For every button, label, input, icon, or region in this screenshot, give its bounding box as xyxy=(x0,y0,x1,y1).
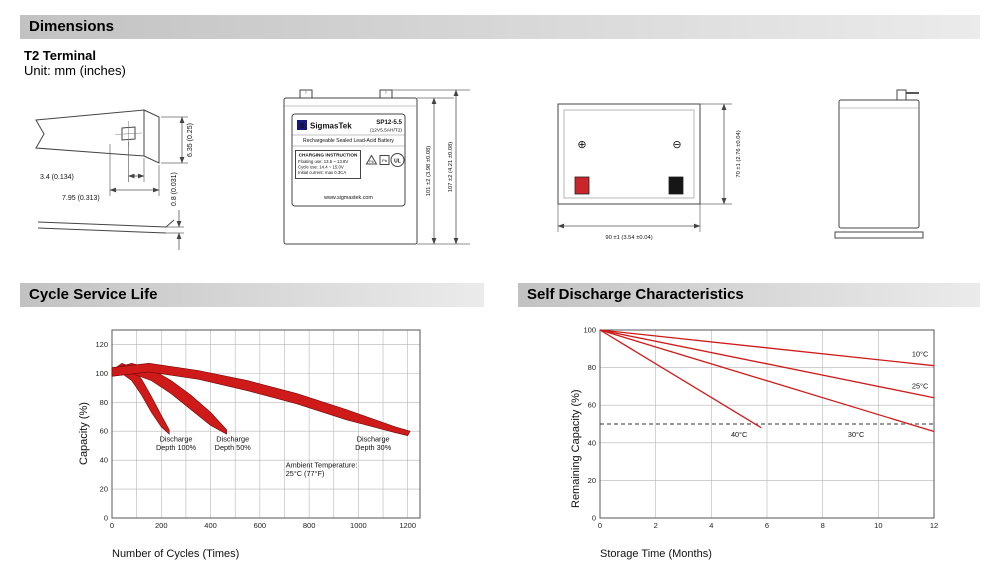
dim-blade-width: 6.35 (0.25) xyxy=(187,123,194,157)
svg-text:30°C: 30°C xyxy=(848,430,864,439)
dim-thickness: 0.8 (0.031) xyxy=(171,172,178,206)
negative-terminal-marker xyxy=(668,176,684,195)
website-text: www.sigmastek.com xyxy=(323,195,373,201)
side-base-flange xyxy=(834,231,924,239)
battery-side-view-drawing xyxy=(834,89,924,239)
charging-line-current: Initial current: max 0.3CA xyxy=(298,170,346,175)
battery-front-view-drawing: S SigmasTek SP12-5.5 (12V5.5AH/T2) Recha… xyxy=(283,89,470,245)
svg-text:600: 600 xyxy=(254,521,267,530)
cycle-service-life-chart: 0 200 400 600 800 1000 1200 0 20 40 60 80 100 120 Disc… xyxy=(95,329,421,530)
charging-line-float: Floating use: 13.5 ~ 13.8V xyxy=(298,159,348,164)
cycle-life-title: Cycle Service Life xyxy=(29,286,158,303)
svg-text:80: 80 xyxy=(100,398,108,407)
svg-text:0: 0 xyxy=(110,521,114,530)
battery-label: S SigmasTek SP12-5.5 (12V5.5AH/T2) Recha… xyxy=(291,113,406,207)
svg-text:6: 6 xyxy=(765,521,769,530)
svg-text:25°C: 25°C xyxy=(912,381,928,390)
svg-text:120: 120 xyxy=(95,340,108,349)
terminal-subheading: T2 Terminal Unit: mm (inches) xyxy=(24,48,126,78)
svg-text:0: 0 xyxy=(598,521,602,530)
pb-recycle-label: Pb xyxy=(369,160,373,164)
svg-text:60: 60 xyxy=(100,427,108,436)
self-discharge-chart: 0 2 4 6 8 10 12 0 20 40 60 80 100 10°C 25°C 30°C 40°C xyxy=(583,326,938,531)
svg-text:4: 4 xyxy=(709,521,713,530)
dim-length: 90 ±1 (3.54 ±0.04) xyxy=(605,235,652,241)
dimensions-section-header: Dimensions xyxy=(20,15,980,39)
front-view-dimension-lines: 101 ±2 (3.98 ±0.08) 107 ±2 (4.21 ±0.08) xyxy=(392,89,470,245)
svg-text:1200: 1200 xyxy=(399,521,416,530)
cycle-chart-xlabel: Number of Cycles (Times) xyxy=(112,548,240,560)
svg-text:100: 100 xyxy=(95,369,108,378)
brand-logo-letter: S xyxy=(300,123,305,130)
svg-text:40: 40 xyxy=(588,438,596,447)
charging-instruction-box xyxy=(295,150,361,179)
charging-line-cycle: Cycle use: 14.4 ~ 15.0V xyxy=(298,165,344,170)
cycle-life-section-header: Cycle Service Life xyxy=(20,283,484,307)
svg-text:100: 100 xyxy=(583,326,596,335)
battery-type-text: Rechargeable Sealed Lead-Acid Battery xyxy=(303,138,394,144)
pb-box-icon xyxy=(379,155,390,165)
pb-recycle-icon xyxy=(365,154,378,165)
svg-text:0: 0 xyxy=(104,514,108,523)
battery-case xyxy=(283,89,418,245)
svg-text:10°C: 10°C xyxy=(912,349,928,358)
model-number: SP12-5.5 xyxy=(376,119,402,126)
terminal-thickness-profile xyxy=(37,219,175,234)
discharge-chart-xlabel: Storage Time (Months) xyxy=(600,548,712,560)
dim-hole-offset: 3.4 (0.134) xyxy=(40,174,74,181)
svg-text:20: 20 xyxy=(588,476,596,485)
model-rating: (12V5.5AH/T2) xyxy=(370,128,402,134)
svg-text:Ambient Temperature:25°C (77°F: Ambient Temperature: 25°C (77°F) xyxy=(286,460,358,478)
svg-text:0: 0 xyxy=(592,514,596,523)
ul-mark-label: UL xyxy=(394,158,401,164)
brand-logo-icon xyxy=(297,120,307,130)
svg-text:12: 12 xyxy=(930,521,938,530)
terminal-detail-drawing: 6.35 (0.25) 3.4 (0.134) 7.95 (0.313) 0.8… xyxy=(35,109,194,250)
ul-mark-icon xyxy=(390,153,405,167)
svg-text:800: 800 xyxy=(303,521,316,530)
self-discharge-section-header: Self Discharge Characteristics xyxy=(518,283,980,307)
svg-text:40: 40 xyxy=(100,456,108,465)
top-view-case: ⊕ ⊖ xyxy=(557,103,701,205)
terminal-type-label: T2 Terminal xyxy=(24,48,97,63)
dim-case-height: 101 ±2 (3.98 ±0.08) xyxy=(426,146,432,197)
terminal-shape xyxy=(35,109,175,234)
svg-text:200: 200 xyxy=(155,521,168,530)
svg-text:20: 20 xyxy=(100,485,108,494)
svg-text:80: 80 xyxy=(588,363,596,372)
svg-text:1000: 1000 xyxy=(350,521,367,530)
negative-terminal-symbol: ⊖ xyxy=(672,139,681,151)
positive-terminal-symbol: ⊕ xyxy=(577,139,586,151)
battery-top-view-drawing: ⊕ ⊖ 70 ±1 (2.76 ±0.04) 90 ±1 (3.54 ±0.04… xyxy=(557,103,742,241)
dim-width: 70 ±1 (2.76 ±0.04) xyxy=(736,130,742,177)
side-view-case xyxy=(834,89,924,239)
unit-note: Unit: mm (inches) xyxy=(24,63,126,78)
dim-total-height: 107 ±2 (4.21 ±0.08) xyxy=(448,142,454,193)
pb-box-label: Pb xyxy=(382,158,388,163)
svg-text:10: 10 xyxy=(874,521,882,530)
brand-name: SigmasTek xyxy=(310,122,352,131)
svg-text:60: 60 xyxy=(588,401,596,410)
dim-blade-length: 7.95 (0.313) xyxy=(62,195,100,202)
self-discharge-title: Self Discharge Characteristics xyxy=(527,286,744,303)
svg-text:8: 8 xyxy=(821,521,825,530)
terminal-dimension-lines: 6.35 (0.25) 3.4 (0.134) 7.95 (0.313) 0.8… xyxy=(40,116,194,250)
svg-text:40°C: 40°C xyxy=(731,430,747,439)
positive-terminal-marker xyxy=(574,176,590,195)
svg-text:400: 400 xyxy=(204,521,217,530)
side-terminal-post xyxy=(896,89,907,101)
svg-text:2: 2 xyxy=(654,521,658,530)
dimensions-title: Dimensions xyxy=(29,18,115,35)
top-view-dimension-lines: 70 ±1 (2.76 ±0.04) 90 ±1 (3.54 ±0.04) xyxy=(557,103,742,241)
charging-instruction-title: CHARGING INSTRUCTION xyxy=(299,153,358,158)
